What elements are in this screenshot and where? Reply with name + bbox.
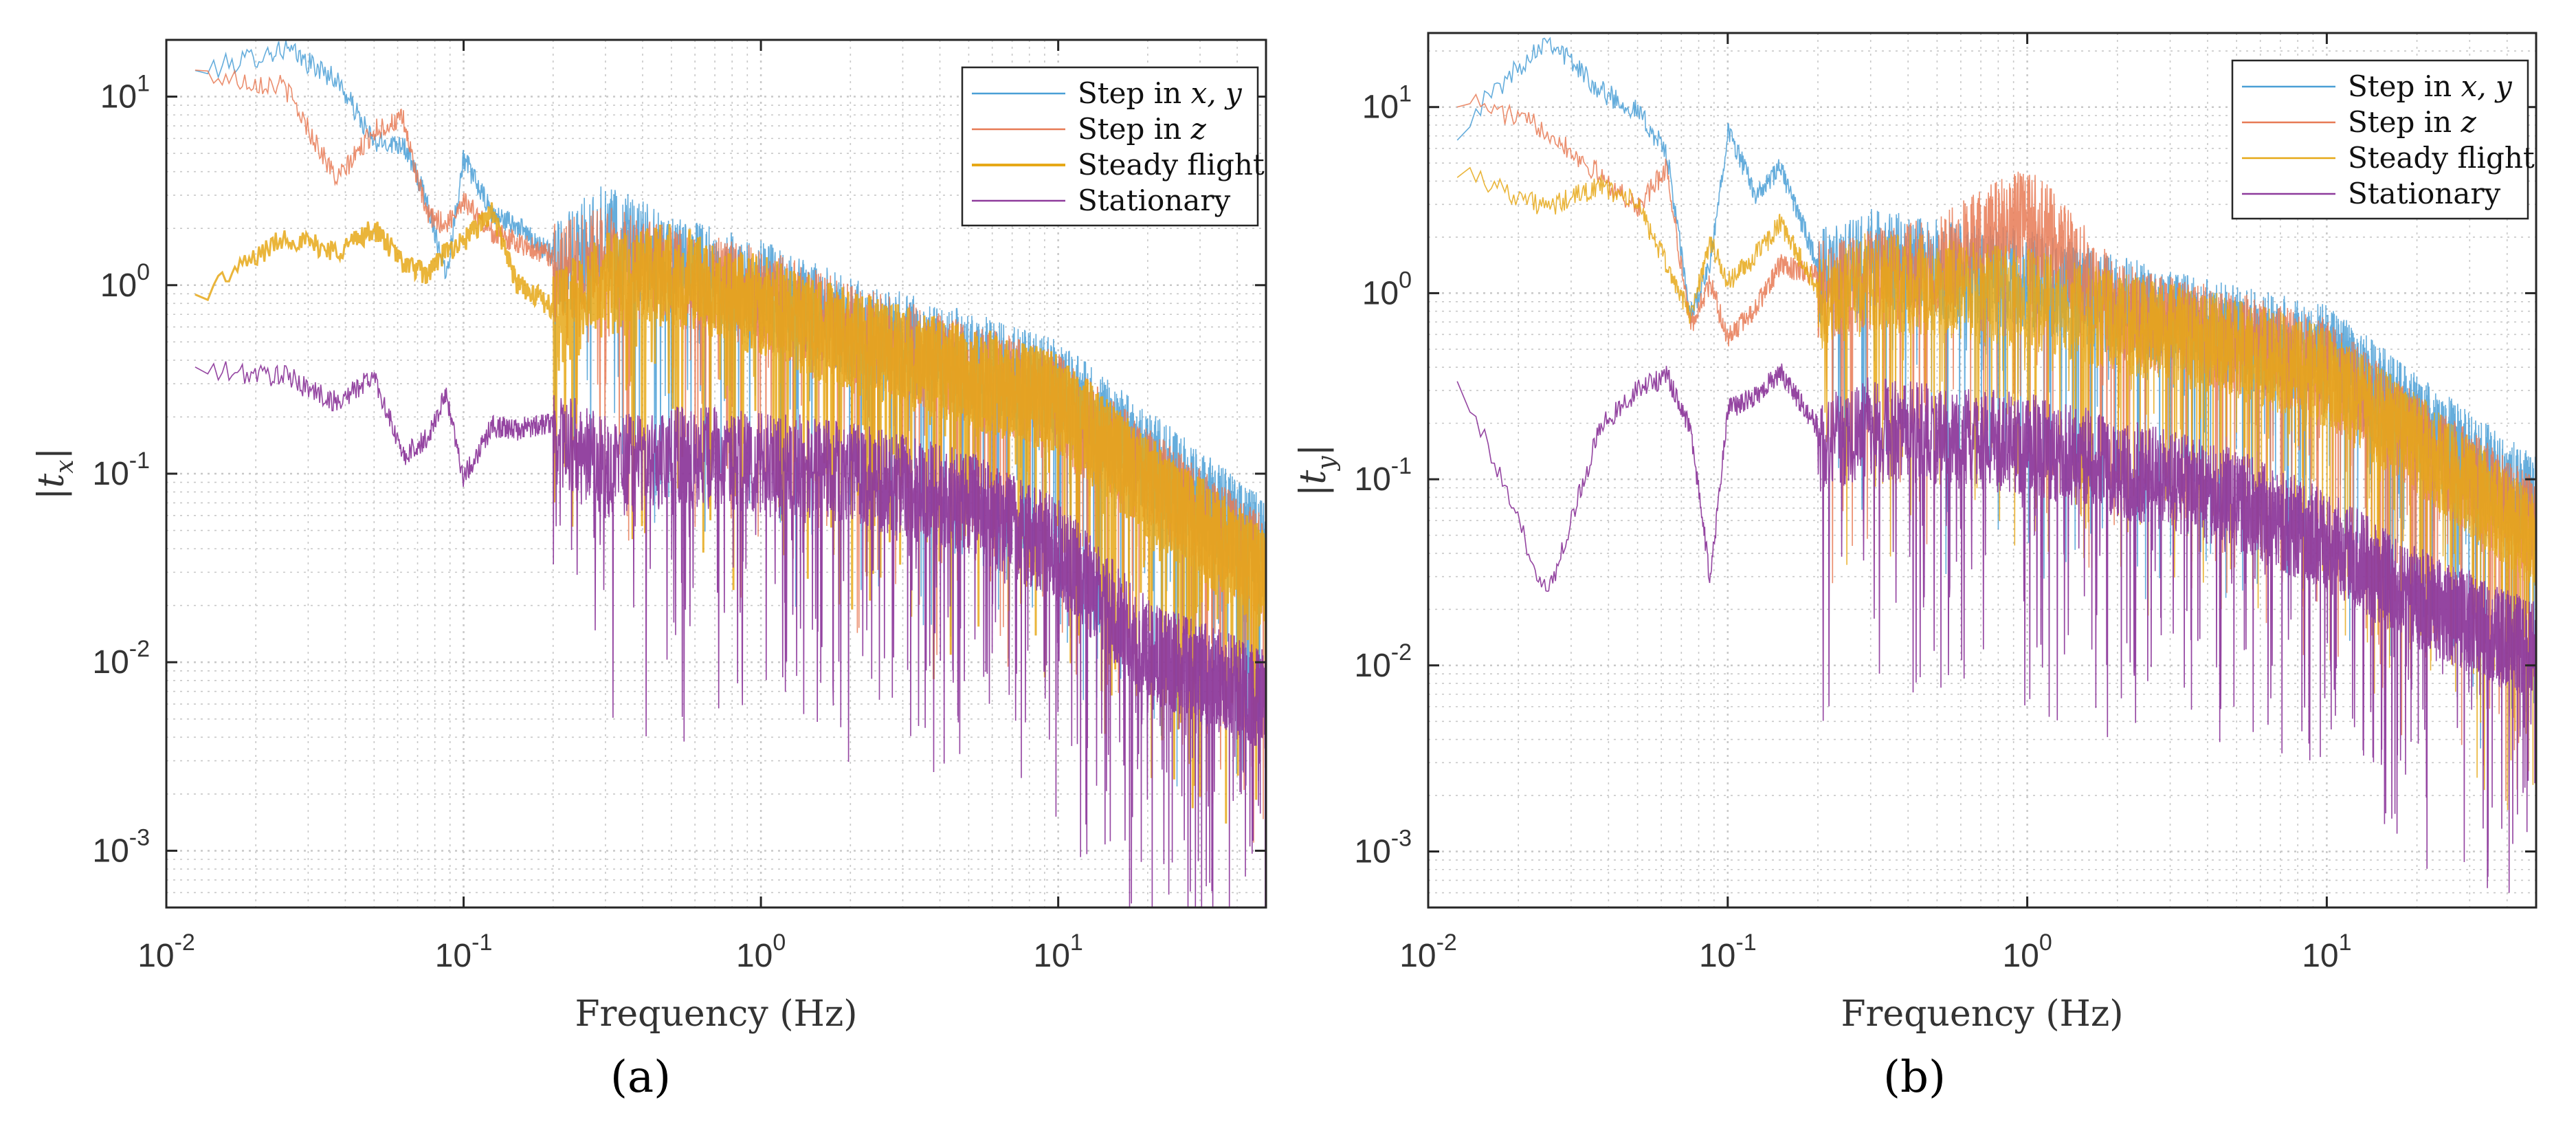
y-tick-base: 10 — [92, 456, 129, 492]
y-tick-exponent: -2 — [1391, 639, 1412, 666]
panel-label-a: (a) — [610, 1052, 671, 1103]
y-axis-label-main: |t — [31, 474, 72, 500]
y-tick-base: 10 — [100, 267, 137, 304]
y-tick-base: 10 — [92, 833, 129, 869]
y-tick-label: 10-1 — [1354, 453, 1412, 498]
legend-entry-label: Steady flight — [1078, 148, 1265, 182]
x-tick-exponent: -2 — [1436, 930, 1457, 956]
legend-entry-label: Step in z — [2348, 105, 2477, 139]
x-tick-exponent: -2 — [175, 930, 195, 956]
x-tick-base: 10 — [1399, 938, 1436, 974]
x-tick-exponent: 1 — [1070, 930, 1083, 956]
legend-entry-text: Stationary — [2348, 177, 2500, 210]
y-tick-label: 10-2 — [1354, 639, 1412, 684]
legend-entry-label: Stationary — [1078, 184, 1230, 217]
x-tick-label: 100 — [2002, 930, 2052, 974]
x-tick-base: 10 — [137, 938, 174, 974]
series-stationary — [1456, 363, 2536, 893]
y-tick-exponent: -2 — [129, 636, 150, 662]
y-tick-exponent: -1 — [1391, 453, 1412, 479]
series-steady — [1456, 166, 2536, 811]
y-tick-base: 10 — [100, 79, 137, 116]
y-tick-exponent: -3 — [1391, 826, 1412, 852]
legend-entry-text: Step in — [2348, 105, 2461, 139]
x-tick-exponent: -1 — [1735, 930, 1756, 956]
y-tick-label: 100 — [1362, 267, 1412, 311]
y-tick-base: 10 — [1362, 89, 1399, 126]
x-tick-base: 10 — [736, 938, 773, 974]
y-axis-label-end: | — [31, 448, 72, 460]
axes-box — [1427, 32, 2538, 909]
y-axis-label-end: | — [1293, 444, 1334, 456]
y-tick-exponent: 1 — [137, 71, 150, 97]
y-tick-label: 10-2 — [92, 636, 150, 681]
y-tick-base: 10 — [1354, 461, 1390, 498]
legend-entry-text: Steady flight — [1078, 148, 1265, 182]
legend-entry-label: Step in x, y — [2348, 69, 2513, 103]
legend-entry-math: z — [2461, 105, 2477, 139]
x-tick-exponent: 0 — [773, 930, 786, 956]
legend-entry-math: x, y — [2461, 69, 2513, 103]
x-tick-label: 101 — [1034, 930, 1083, 974]
legend-entry-label: Step in z — [1078, 112, 1207, 146]
chart-panel-a: 10-2 10-1 100 10110-310-210-1100101Frequenc… — [31, 38, 1267, 1035]
legend-entry-text: Step in — [1078, 76, 1191, 110]
y-tick-base: 10 — [1354, 834, 1390, 870]
series-group — [195, 41, 1266, 908]
x-tick-base: 10 — [435, 938, 471, 974]
legend-entry-label: Step in x, y — [1078, 76, 1243, 110]
y-axis-label-sub: y — [1313, 456, 1341, 472]
chart-panel-b: 10-2 10-1 100 10110-310-210-1100101Frequenc… — [1293, 32, 2538, 1035]
legend-entry-label: Stationary — [2348, 177, 2500, 210]
y-tick-label: 101 — [1362, 81, 1412, 126]
legend-entry-text: Step in — [2348, 69, 2461, 103]
y-tick-label: 10-3 — [92, 824, 150, 869]
y-axis-label: |tx| — [31, 448, 79, 500]
legend-entry-math: z — [1190, 112, 1207, 146]
x-tick-exponent: 0 — [2039, 930, 2052, 956]
tick-marks — [1427, 33, 2536, 908]
legend-entry-text: Steady flight — [2348, 141, 2535, 175]
x-tick-label: 100 — [736, 930, 786, 974]
y-axis-label-sub: x — [51, 459, 79, 473]
x-tick-base: 10 — [2002, 938, 2039, 974]
y-tick-label: 100 — [100, 259, 150, 304]
legend-entry-text: Stationary — [1078, 184, 1230, 217]
y-tick-base: 10 — [1362, 275, 1399, 311]
y-tick-base: 10 — [1354, 648, 1390, 684]
y-tick-label: 10-3 — [1354, 826, 1412, 870]
x-tick-base: 10 — [2302, 938, 2338, 974]
y-tick-base: 10 — [92, 644, 129, 681]
x-tick-label: 101 — [2302, 930, 2351, 974]
x-tick-label: 10-2 — [1399, 930, 1457, 974]
y-tick-label: 101 — [100, 71, 150, 116]
x-tick-label: 10-2 — [137, 930, 195, 974]
y-tick-exponent: -3 — [129, 824, 150, 850]
x-tick-label: 10-1 — [435, 930, 493, 974]
series-group — [1456, 36, 2536, 893]
y-tick-exponent: 1 — [1399, 81, 1412, 107]
legend-entry-math: x, y — [1191, 76, 1243, 110]
legend-entry-text: Step in — [1078, 112, 1191, 146]
panel-label-b: (b) — [1883, 1052, 1946, 1103]
series-stationary — [195, 361, 1266, 908]
x-axis-label: Frequency (Hz) — [575, 993, 857, 1035]
y-tick-exponent: -1 — [129, 448, 150, 474]
x-tick-exponent: 1 — [2339, 930, 2352, 956]
x-tick-exponent: -1 — [471, 930, 492, 956]
y-tick-label: 10-1 — [92, 448, 150, 492]
y-axis-label: |ty| — [1293, 444, 1341, 496]
y-axis-label-main: |t — [1293, 470, 1334, 497]
y-tick-exponent: 0 — [1399, 267, 1412, 293]
x-tick-base: 10 — [1034, 938, 1070, 974]
x-tick-label: 10-1 — [1699, 930, 1757, 974]
x-tick-base: 10 — [1699, 938, 1735, 974]
legend-entry-label: Steady flight — [2348, 141, 2535, 175]
y-tick-exponent: 0 — [137, 259, 150, 285]
x-axis-label: Frequency (Hz) — [1841, 993, 2123, 1035]
